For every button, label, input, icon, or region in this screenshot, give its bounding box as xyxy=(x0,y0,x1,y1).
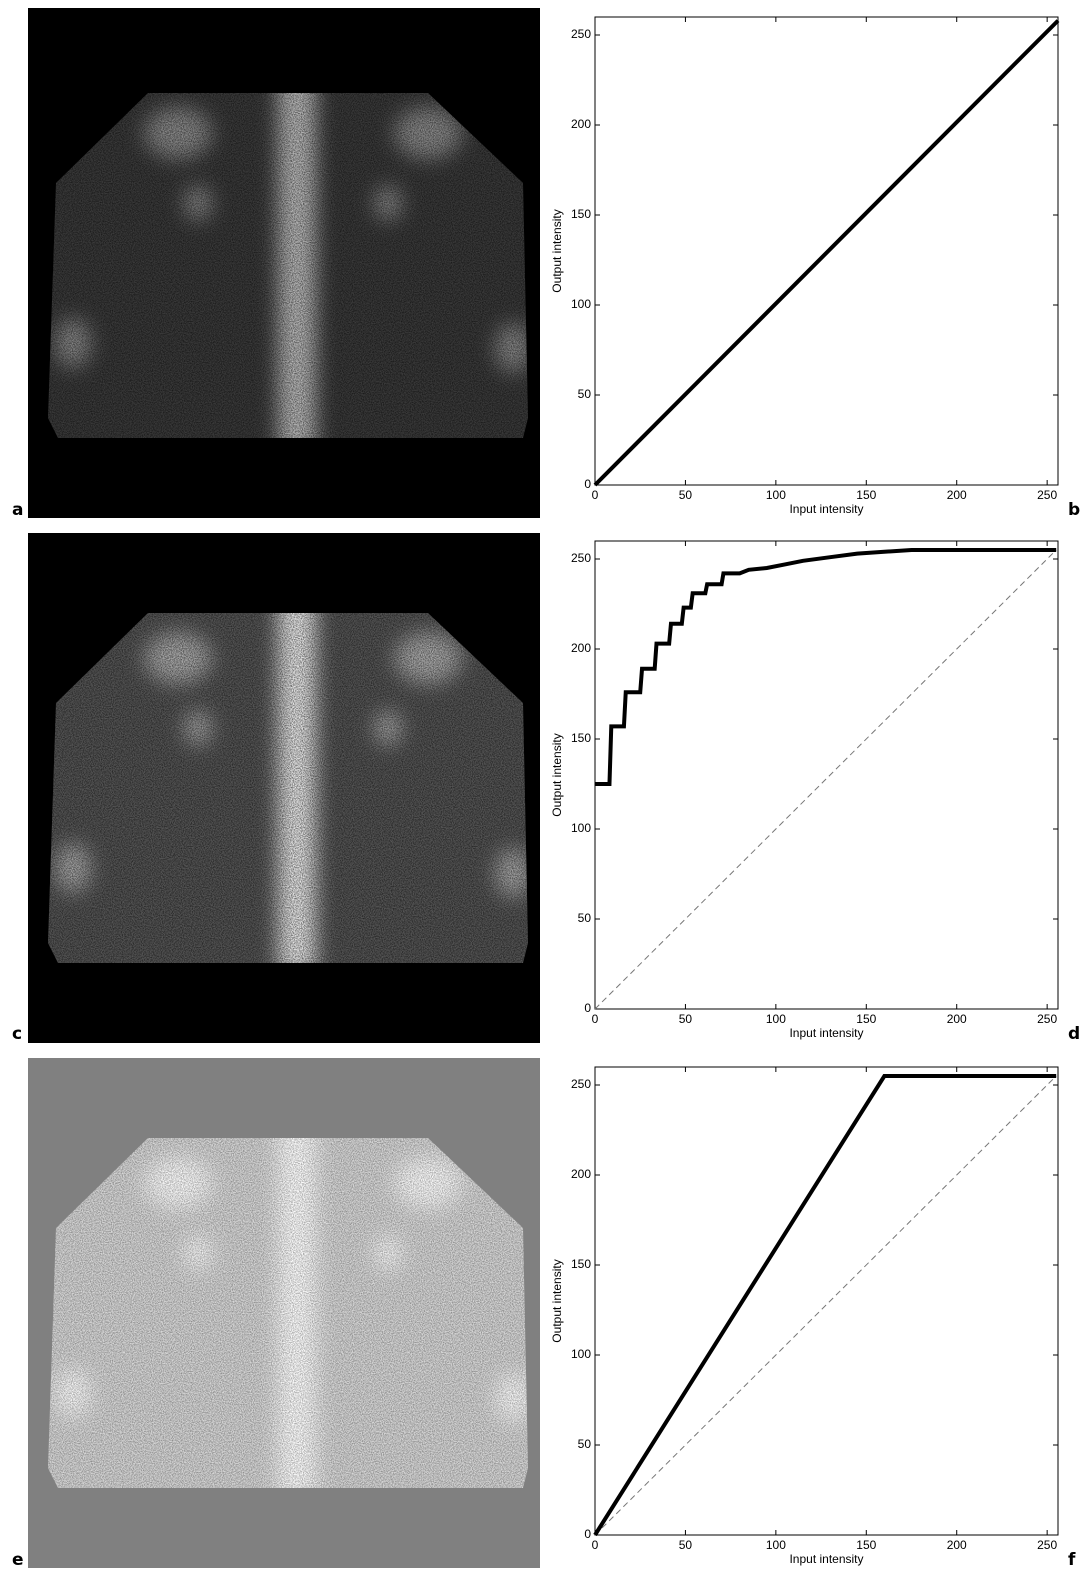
x-tick-label: 0 xyxy=(592,1012,599,1026)
panel-label: e xyxy=(12,1550,24,1570)
panel-label: a xyxy=(12,500,23,520)
x-tick-label: 50 xyxy=(679,488,693,502)
y-axis-label: Output intensity xyxy=(550,209,564,292)
panel-label: f xyxy=(1068,1550,1076,1570)
data-line xyxy=(595,548,1057,786)
scan-image xyxy=(28,1058,540,1568)
scan-image xyxy=(28,8,540,518)
y-tick-label: 200 xyxy=(571,117,591,131)
panel-label: c xyxy=(12,1024,22,1044)
y-tick-label: 100 xyxy=(571,1347,591,1361)
y-tick-label: 250 xyxy=(571,27,591,41)
y-tick-label: 150 xyxy=(571,1257,591,1271)
x-tick-label: 250 xyxy=(1037,1538,1057,1552)
y-tick-label: 0 xyxy=(584,477,591,491)
x-tick-label: 200 xyxy=(947,1538,967,1552)
x-tick-label: 50 xyxy=(679,1012,693,1026)
y-tick-label: 250 xyxy=(571,551,591,565)
x-axis-label: Input intensity xyxy=(789,1552,863,1566)
data-line xyxy=(594,1075,1057,1536)
y-tick-label: 150 xyxy=(571,731,591,745)
x-tick-label: 100 xyxy=(766,488,786,502)
y-tick-label: 0 xyxy=(584,1527,591,1541)
y-tick-label: 100 xyxy=(571,297,591,311)
x-tick-label: 150 xyxy=(856,1012,876,1026)
grain xyxy=(48,613,528,963)
y-axis-label: Output intensity xyxy=(550,1259,564,1342)
x-tick-label: 0 xyxy=(592,488,599,502)
plot-frame xyxy=(594,540,1059,1010)
y-tick-label: 200 xyxy=(571,1167,591,1181)
panel-label: d xyxy=(1068,1024,1080,1044)
data-line xyxy=(593,1074,1057,1537)
y-tick-label: 150 xyxy=(571,207,591,221)
data-line xyxy=(593,19,1060,487)
body xyxy=(48,1138,528,1488)
data-line xyxy=(594,549,1057,1010)
y-tick-label: 250 xyxy=(571,1077,591,1091)
x-tick-label: 100 xyxy=(766,1012,786,1026)
x-tick-label: 150 xyxy=(856,1538,876,1552)
grain xyxy=(48,93,528,438)
scan-image xyxy=(28,533,540,1043)
y-tick-label: 200 xyxy=(571,641,591,655)
plot-frame xyxy=(594,16,1059,486)
panel-label: b xyxy=(1068,500,1080,520)
x-tick-label: 100 xyxy=(766,1538,786,1552)
x-tick-label: 250 xyxy=(1037,1012,1057,1026)
x-tick-label: 250 xyxy=(1037,488,1057,502)
body xyxy=(48,613,528,963)
plot-frame xyxy=(594,1066,1059,1536)
y-tick-label: 100 xyxy=(571,821,591,835)
y-axis-label: Output intensity xyxy=(550,733,564,816)
x-tick-label: 0 xyxy=(592,1538,599,1552)
x-axis-label: Input intensity xyxy=(789,502,863,516)
y-tick-label: 50 xyxy=(578,1437,592,1451)
x-tick-label: 50 xyxy=(679,1538,693,1552)
y-tick-label: 50 xyxy=(578,911,592,925)
x-tick-label: 200 xyxy=(947,488,967,502)
x-tick-label: 200 xyxy=(947,1012,967,1026)
grain xyxy=(48,1138,528,1488)
x-axis-label: Input intensity xyxy=(789,1026,863,1040)
y-tick-label: 0 xyxy=(584,1001,591,1015)
y-tick-label: 50 xyxy=(578,387,592,401)
x-tick-label: 150 xyxy=(856,488,876,502)
body xyxy=(48,93,528,438)
